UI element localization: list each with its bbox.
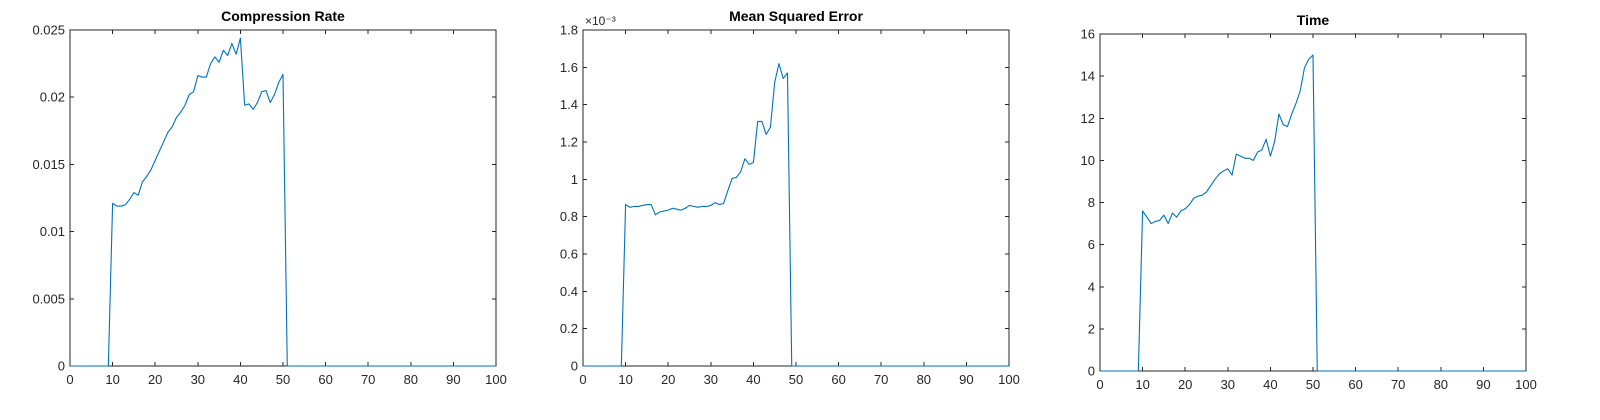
time-x-tick-label: 50	[1306, 377, 1320, 392]
compression-rate-x-tick-label: 60	[318, 372, 332, 387]
time-x-tick-label: 10	[1135, 377, 1149, 392]
mean-squared-error-x-tick-label: 20	[661, 372, 675, 387]
compression-rate-x-tick-label: 70	[361, 372, 375, 387]
mean-squared-error-y-tick-label: 1.4	[560, 97, 578, 112]
time-y-tick-label: 12	[1081, 111, 1095, 126]
time-x-tick-label: 20	[1178, 377, 1192, 392]
mean-squared-error-y-tick-label: 1.2	[560, 135, 578, 150]
compression-rate-y-tick-label: 0.01	[40, 224, 65, 239]
time-x-tick-label: 0	[1096, 377, 1103, 392]
time-title: Time	[1297, 12, 1330, 28]
compression-rate-x-tick-label: 10	[105, 372, 119, 387]
time-x-tick-label: 60	[1348, 377, 1362, 392]
compression-rate-x-tick-label: 50	[276, 372, 290, 387]
time-y-tick-label: 8	[1088, 195, 1095, 210]
compression-rate-x-tick-label: 90	[446, 372, 460, 387]
compression-rate-x-tick-label: 20	[148, 372, 162, 387]
mean-squared-error-y-tick-label: 0	[571, 359, 578, 374]
time-y-tick-label: 4	[1088, 279, 1095, 294]
mean-squared-error-axes-box	[582, 29, 1010, 367]
time-y-tick-label: 16	[1081, 27, 1095, 42]
time-y-tick-label: 0	[1088, 364, 1095, 379]
mean-squared-error-x-tick-label: 10	[618, 372, 632, 387]
mean-squared-error-y-tick-label: 1.8	[560, 23, 578, 38]
mean-squared-error-x-tick-label: 60	[831, 372, 845, 387]
mean-squared-error-x-tick-label: 30	[704, 372, 718, 387]
time-x-tick-label: 40	[1263, 377, 1277, 392]
mean-squared-error-y-tick-label: 0.8	[560, 209, 578, 224]
mean-squared-error-x-tick-label: 90	[959, 372, 973, 387]
mean-squared-error-title: Mean Squared Error	[729, 8, 863, 24]
compression-rate-y-tick-label: 0	[58, 359, 65, 374]
time-subplot: Time 0 10 20 30 40 50 60 70 80 90 100 0 2 4 6 8 10 12 14 16	[1081, 12, 1537, 392]
time-y-tick-label: 6	[1088, 237, 1095, 252]
mean-squared-error-x-tick-label: 40	[746, 372, 760, 387]
compression-rate-subplot: Compression Rate 0 10 20 30 40 50 60 70 80 90 100 0…	[32, 8, 506, 387]
time-y-tick-label: 14	[1081, 69, 1095, 84]
compression-rate-x-tick-label: 100	[485, 372, 507, 387]
y-exponent-label: ×10⁻³	[585, 14, 616, 28]
time-y-tick-label: 10	[1081, 153, 1095, 168]
time-x-tick-label: 70	[1391, 377, 1405, 392]
time-y-tick-label: 2	[1088, 321, 1095, 336]
mean-squared-error-subplot: Mean Squared Error ×10⁻³ 0 10 20 30 40 50 60 70…	[560, 8, 1020, 387]
mean-squared-error-y-tick-label: 0.2	[560, 321, 578, 336]
time-x-tick-label: 90	[1476, 377, 1490, 392]
mean-squared-error-y-tick-label: 0.4	[560, 284, 578, 299]
compression-rate-series-line	[70, 37, 496, 367]
mean-squared-error-y-tick-label: 0.6	[560, 247, 578, 262]
mean-squared-error-y-tick-label: 1	[571, 172, 578, 187]
compression-rate-x-tick-label: 80	[404, 372, 418, 387]
compression-rate-title: Compression Rate	[221, 8, 345, 24]
time-x-tick-label: 80	[1434, 377, 1448, 392]
time-series-line	[1100, 54, 1526, 372]
compression-rate-y-tick-label: 0.02	[40, 90, 65, 105]
compression-rate-y-tick-label: 0.015	[32, 157, 65, 172]
mean-squared-error-x-tick-label: 50	[789, 372, 803, 387]
mean-squared-error-x-tick-label: 70	[874, 372, 888, 387]
time-x-tick-label: 100	[1515, 377, 1537, 392]
mean-squared-error-y-tick-label: 1.6	[560, 60, 578, 75]
compression-rate-x-tick-label: 0	[66, 372, 73, 387]
mean-squared-error-x-tick-label: 0	[579, 372, 586, 387]
mean-squared-error-x-tick-label: 100	[998, 372, 1020, 387]
time-x-tick-label: 30	[1221, 377, 1235, 392]
compression-rate-x-tick-label: 30	[191, 372, 205, 387]
compression-rate-y-tick-label: 0.005	[32, 291, 65, 306]
compression-rate-y-tick-label: 0.025	[32, 23, 65, 38]
mean-squared-error-x-tick-label: 80	[917, 372, 931, 387]
mean-squared-error-series-line	[583, 63, 1009, 367]
compression-rate-x-tick-label: 40	[233, 372, 247, 387]
